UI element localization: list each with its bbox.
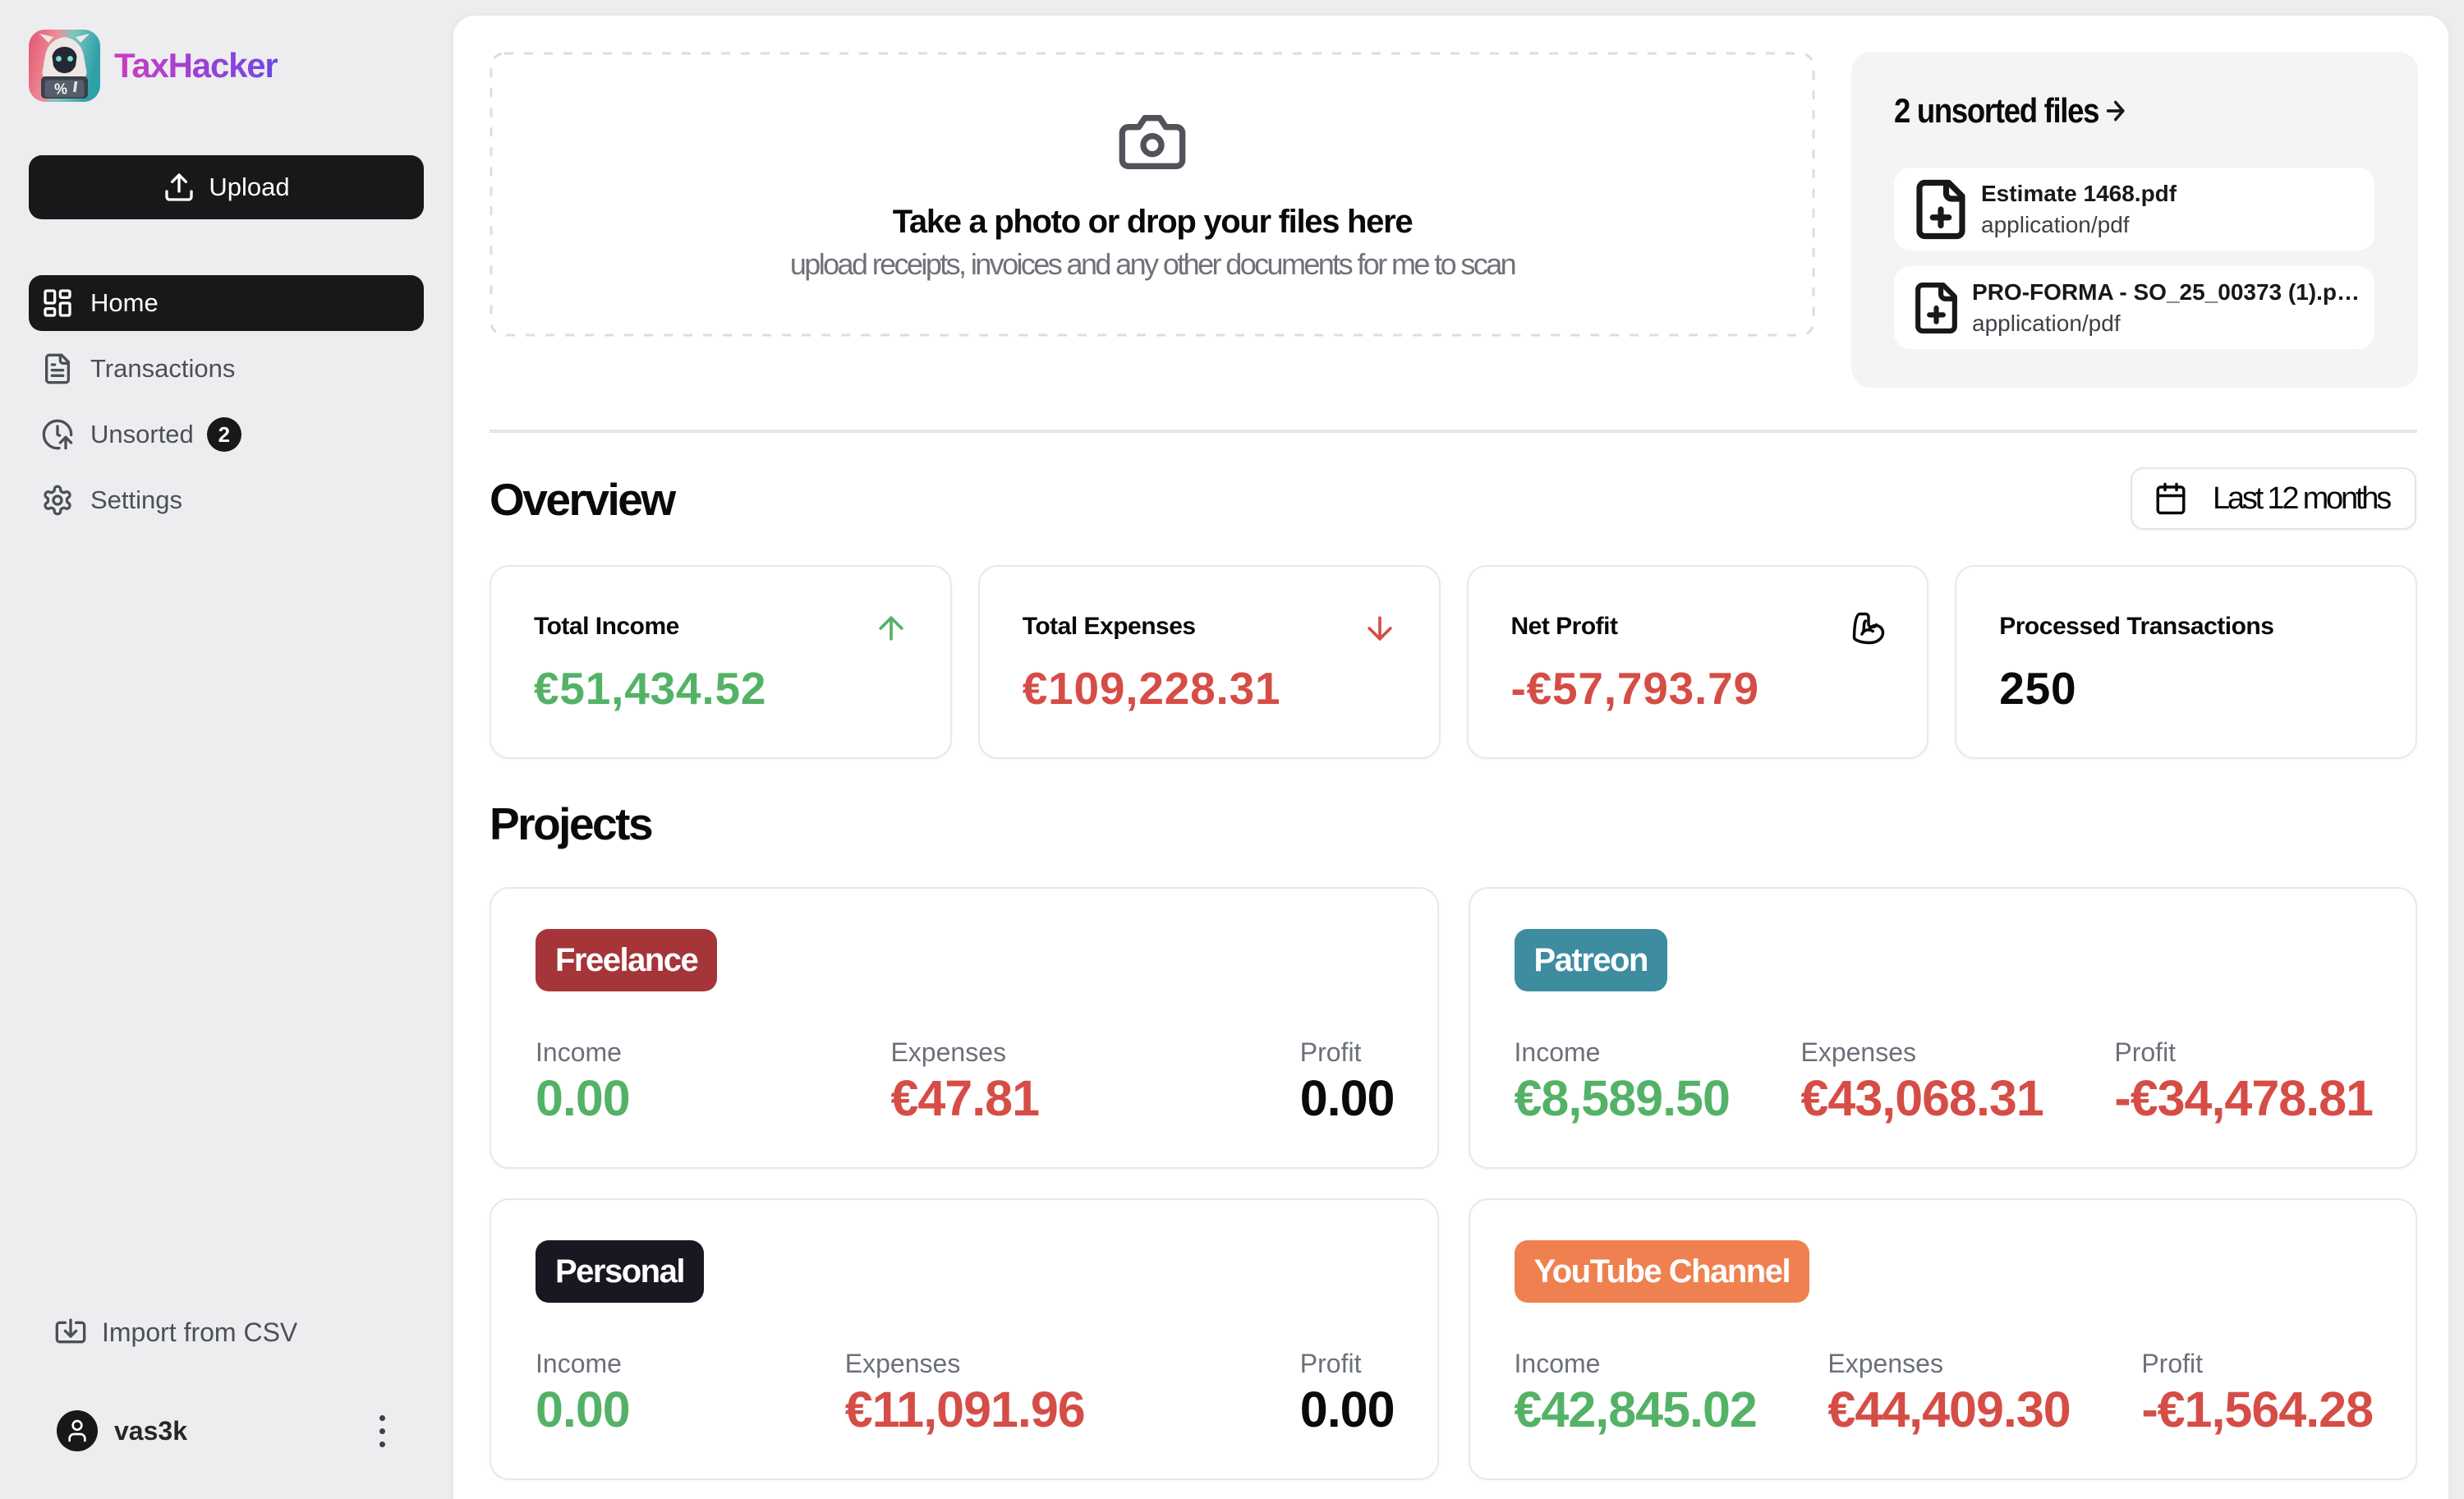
svg-text:%: % [54,81,67,98]
